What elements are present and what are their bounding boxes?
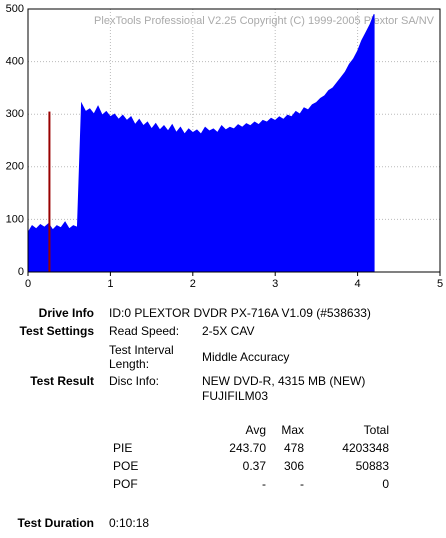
value: NEW DVD-R, 4315 MB (NEW)	[202, 374, 366, 388]
label: Test Duration	[17, 516, 94, 530]
x-tick-label: 0	[25, 278, 31, 290]
table-cell: -	[262, 477, 266, 491]
watermark: PlexTools Professional V2.25 Copyright (…	[94, 15, 435, 27]
value: 2-5X CAV	[202, 324, 255, 338]
table-cell: 243.70	[229, 441, 266, 455]
x-tick-label: 5	[437, 278, 443, 290]
table-cell: 478	[283, 441, 304, 455]
label: Test Result	[30, 374, 94, 388]
table-cell: Total	[363, 423, 389, 437]
y-tick-label: 300	[6, 108, 24, 120]
label: Read Speed:	[109, 324, 180, 338]
area	[27, 14, 375, 273]
table-cell: 4203348	[342, 441, 389, 455]
value: FUJIFILM03	[202, 389, 269, 403]
spike	[48, 111, 51, 272]
table-cell: 0.37	[242, 459, 266, 473]
table-cell: 306	[283, 459, 304, 473]
value: Middle Accuracy	[202, 350, 290, 364]
y-tick-label: 200	[6, 161, 24, 173]
table-cell: POE	[113, 459, 139, 473]
table-cell: Avg	[245, 423, 266, 437]
value: 0:10:18	[109, 516, 150, 530]
label: Disc Info:	[109, 374, 160, 388]
value: ID:0 PLEXTOR DVDR PX-716A V1.09 (#538633…	[109, 306, 371, 320]
table-cell: Max	[281, 423, 304, 437]
table-cell: PIE	[113, 441, 133, 455]
table-cell: 50883	[355, 459, 389, 473]
x-tick-label: 1	[107, 278, 113, 290]
y-tick-label: 400	[6, 56, 24, 68]
plot-border	[27, 8, 441, 273]
x-tick-label: 3	[272, 278, 278, 290]
label: Test Settings	[19, 324, 94, 338]
y-tick-label: 0	[18, 266, 24, 278]
label: Drive Info	[38, 306, 94, 320]
y-tick-label: 500	[6, 3, 24, 15]
chart: 0 100 200 300 400 500 0 1 2 3 4 5 PlexTools Professi…	[6, 3, 443, 290]
table-cell: 0	[382, 477, 389, 491]
label: Test Interval Length:	[109, 343, 174, 371]
y-tick-label: 100	[6, 213, 24, 225]
table-cell: -	[300, 477, 304, 491]
table-cell: POF	[113, 477, 138, 491]
x-tick-label: 2	[190, 278, 196, 290]
x-tick-label: 4	[355, 278, 361, 290]
